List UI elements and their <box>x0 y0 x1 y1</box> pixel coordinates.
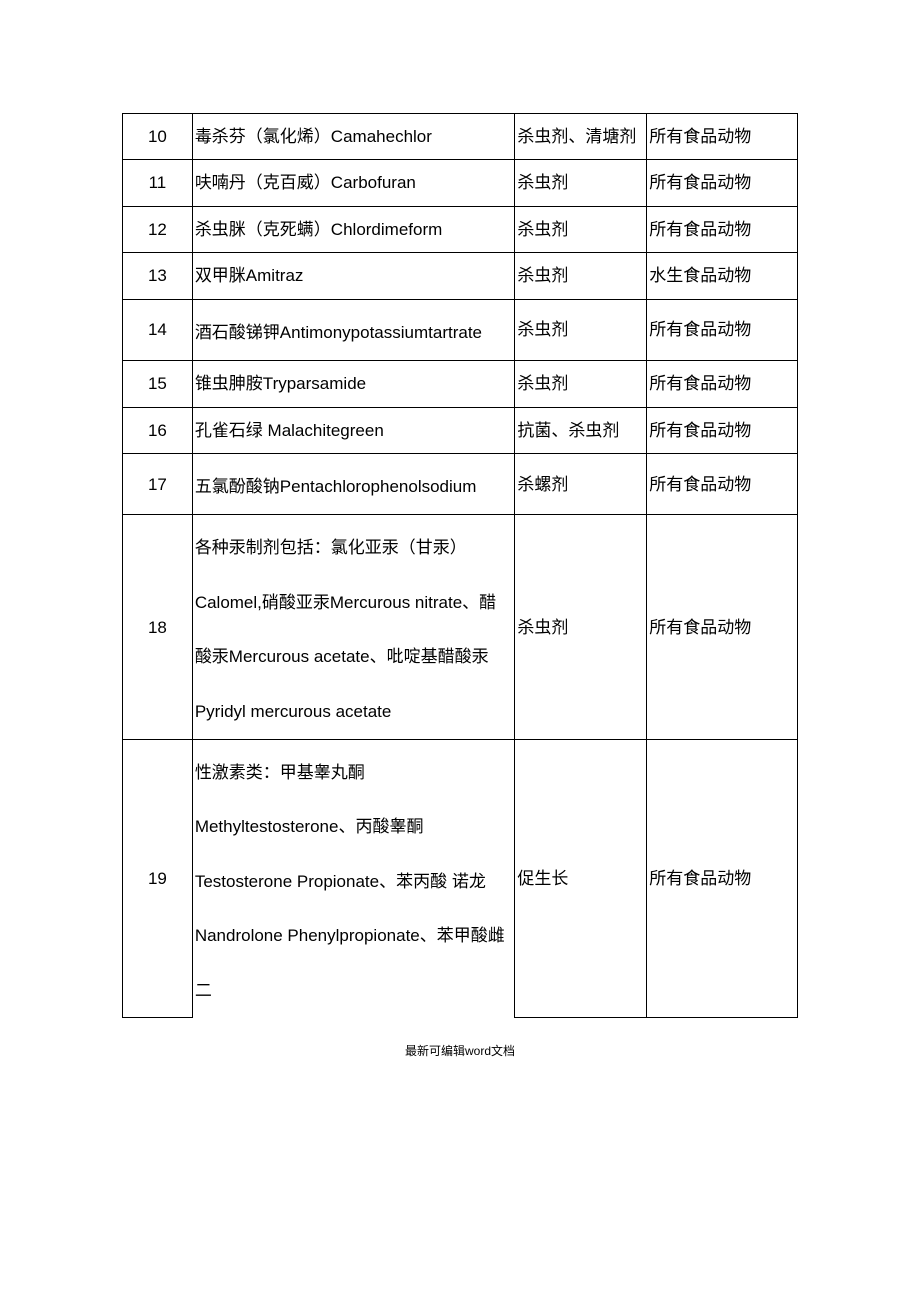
row-number-cell: 19 <box>123 740 193 1018</box>
drug-scope-cell: 所有食品动物 <box>647 515 798 740</box>
table-row: 13 双甲脒Amitraz 杀虫剂 水生食品动物 <box>123 253 798 300</box>
drug-use: 杀虫剂 <box>515 605 646 650</box>
drug-name: 各种汞制剂包括：氯化亚汞（甘汞）Calomel,硝酸亚汞Mercurous ni… <box>193 515 515 739</box>
drug-scope: 所有食品动物 <box>647 207 797 253</box>
row-number-cell: 10 <box>123 114 193 160</box>
drug-scope: 所有食品动物 <box>647 856 797 901</box>
drug-scope: 所有食品动物 <box>647 307 797 352</box>
drug-name-cell: 性激素类：甲基睾丸酮Methyltestosterone、丙酸睾酮Testost… <box>192 740 515 1018</box>
drug-name-cell: 双甲脒Amitraz <box>192 253 515 300</box>
drug-scope: 水生食品动物 <box>647 253 797 299</box>
drug-name-cell: 锥虫胂胺Tryparsamide <box>192 361 515 408</box>
prohibited-drugs-table: 10 毒杀芬（氯化烯）Camahechlor 杀虫剂、清塘剂 所有食品动物 11… <box>122 113 798 1018</box>
drug-scope-cell: 所有食品动物 <box>647 114 798 160</box>
drug-name: 孔雀石绿 Malachitegreen <box>193 408 515 453</box>
table-row: 10 毒杀芬（氯化烯）Camahechlor 杀虫剂、清塘剂 所有食品动物 <box>123 114 798 160</box>
row-number: 15 <box>123 361 192 407</box>
page-footer: 最新可编辑word文档 <box>122 1042 798 1059</box>
drug-use-cell: 杀虫剂 <box>515 515 647 740</box>
drug-name: 呋喃丹（克百威）Carbofuran <box>193 160 515 205</box>
drug-name: 双甲脒Amitraz <box>193 253 515 299</box>
row-number-cell: 15 <box>123 361 193 408</box>
drug-scope-cell: 所有食品动物 <box>647 299 798 360</box>
drug-use-cell: 杀虫剂 <box>515 160 647 206</box>
table-row: 19 性激素类：甲基睾丸酮Methyltestosterone、丙酸睾酮Test… <box>123 740 798 1018</box>
drug-use: 促生长 <box>515 856 646 901</box>
row-number-cell: 12 <box>123 206 193 253</box>
table-row: 11 呋喃丹（克百威）Carbofuran 杀虫剂 所有食品动物 <box>123 160 798 206</box>
drug-name-cell: 各种汞制剂包括：氯化亚汞（甘汞）Calomel,硝酸亚汞Mercurous ni… <box>192 515 515 740</box>
document-page: 10 毒杀芬（氯化烯）Camahechlor 杀虫剂、清塘剂 所有食品动物 11… <box>0 0 920 1119</box>
table-row: 14 酒石酸锑钾Antimonypotassiumtartrate 杀虫剂 所有… <box>123 299 798 360</box>
drug-use-cell: 杀虫剂 <box>515 361 647 408</box>
row-number-cell: 13 <box>123 253 193 300</box>
drug-scope: 所有食品动物 <box>647 361 797 407</box>
row-number: 10 <box>123 114 192 159</box>
drug-name: 五氯酚酸钠Pentachlorophenolsodium <box>193 454 515 514</box>
drug-name: 性激素类：甲基睾丸酮Methyltestosterone、丙酸睾酮Testost… <box>193 740 515 1018</box>
drug-use-cell: 促生长 <box>515 740 647 1018</box>
drug-scope: 所有食品动物 <box>647 462 797 507</box>
drug-scope-cell: 所有食品动物 <box>647 740 798 1018</box>
drug-use-cell: 杀虫剂 <box>515 206 647 253</box>
row-number-cell: 11 <box>123 160 193 206</box>
drug-use: 杀虫剂 <box>515 207 646 253</box>
row-number: 13 <box>123 253 192 299</box>
drug-scope: 所有食品动物 <box>647 408 797 453</box>
row-number-cell: 14 <box>123 299 193 360</box>
table-row: 15 锥虫胂胺Tryparsamide 杀虫剂 所有食品动物 <box>123 361 798 408</box>
drug-scope-cell: 所有食品动物 <box>647 454 798 515</box>
drug-name: 毒杀芬（氯化烯）Camahechlor <box>193 114 515 159</box>
drug-scope-cell: 水生食品动物 <box>647 253 798 300</box>
drug-use: 抗菌、杀虫剂 <box>515 408 646 453</box>
drug-scope-cell: 所有食品动物 <box>647 361 798 408</box>
table-row: 17 五氯酚酸钠Pentachlorophenolsodium 杀螺剂 所有食品… <box>123 454 798 515</box>
drug-scope: 所有食品动物 <box>647 605 797 650</box>
row-number-cell: 16 <box>123 407 193 453</box>
drug-scope: 所有食品动物 <box>647 114 797 159</box>
row-number: 16 <box>123 408 192 453</box>
row-number: 11 <box>123 160 192 205</box>
row-number-cell: 18 <box>123 515 193 740</box>
drug-use-cell: 杀虫剂、清塘剂 <box>515 114 647 160</box>
row-number: 12 <box>123 207 192 253</box>
drug-scope-cell: 所有食品动物 <box>647 160 798 206</box>
table-row: 18 各种汞制剂包括：氯化亚汞（甘汞）Calomel,硝酸亚汞Mercurous… <box>123 515 798 740</box>
drug-name-cell: 酒石酸锑钾Antimonypotassiumtartrate <box>192 299 515 360</box>
drug-use: 杀虫剂 <box>515 253 646 299</box>
drug-use: 杀虫剂 <box>515 361 646 407</box>
drug-use-cell: 杀虫剂 <box>515 299 647 360</box>
drug-use-cell: 抗菌、杀虫剂 <box>515 407 647 453</box>
drug-use-cell: 杀虫剂 <box>515 253 647 300</box>
drug-use: 杀螺剂 <box>515 462 646 507</box>
row-number: 17 <box>123 462 192 507</box>
row-number: 19 <box>123 856 192 901</box>
drug-use-cell: 杀螺剂 <box>515 454 647 515</box>
drug-name-cell: 五氯酚酸钠Pentachlorophenolsodium <box>192 454 515 515</box>
row-number-cell: 17 <box>123 454 193 515</box>
drug-use: 杀虫剂 <box>515 160 646 205</box>
drug-name: 酒石酸锑钾Antimonypotassiumtartrate <box>193 300 515 360</box>
drug-name-cell: 孔雀石绿 Malachitegreen <box>192 407 515 453</box>
drug-name: 锥虫胂胺Tryparsamide <box>193 361 515 407</box>
drug-scope-cell: 所有食品动物 <box>647 407 798 453</box>
row-number: 14 <box>123 307 192 352</box>
drug-scope-cell: 所有食品动物 <box>647 206 798 253</box>
table-row: 12 杀虫脒（克死螨）Chlordimeform 杀虫剂 所有食品动物 <box>123 206 798 253</box>
drug-name: 杀虫脒（克死螨）Chlordimeform <box>193 207 515 253</box>
table-row: 16 孔雀石绿 Malachitegreen 抗菌、杀虫剂 所有食品动物 <box>123 407 798 453</box>
drug-name-cell: 杀虫脒（克死螨）Chlordimeform <box>192 206 515 253</box>
drug-name-cell: 毒杀芬（氯化烯）Camahechlor <box>192 114 515 160</box>
row-number: 18 <box>123 605 192 650</box>
drug-use: 杀虫剂、清塘剂 <box>515 114 646 159</box>
drug-name-cell: 呋喃丹（克百威）Carbofuran <box>192 160 515 206</box>
drug-scope: 所有食品动物 <box>647 160 797 205</box>
drug-use: 杀虫剂 <box>515 307 646 352</box>
